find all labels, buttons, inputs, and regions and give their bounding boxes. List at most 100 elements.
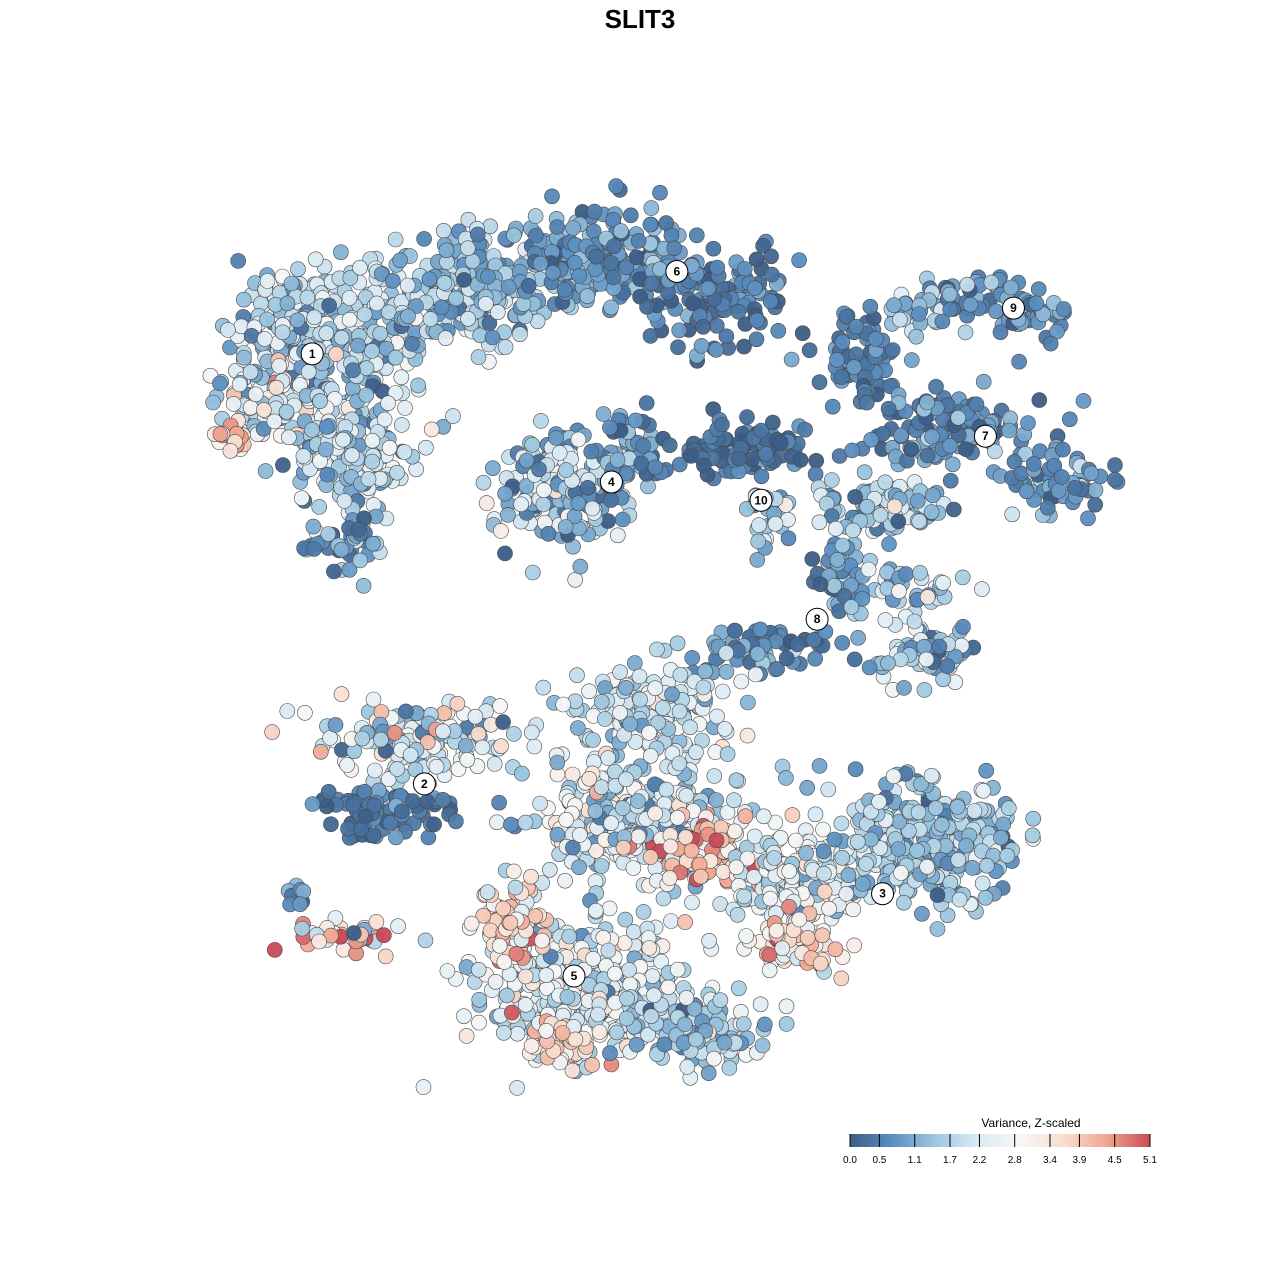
- cell-point: [807, 806, 824, 823]
- cell-point: [752, 996, 769, 1013]
- cell-point: [728, 772, 745, 789]
- cell-point: [517, 996, 534, 1013]
- legend-tick-label: 5.1: [1143, 1155, 1157, 1166]
- cluster-label-6: 6: [665, 260, 689, 283]
- cell-point: [377, 948, 394, 965]
- cell-point: [791, 252, 807, 269]
- cell-point: [804, 551, 821, 567]
- cell-point: [774, 940, 791, 957]
- cell-point: [333, 244, 349, 260]
- cell-point: [716, 721, 733, 737]
- cell-point: [486, 756, 503, 772]
- cell-point: [561, 928, 578, 945]
- cell-point: [417, 932, 434, 949]
- cell-point: [545, 264, 561, 281]
- cell-points: [202, 178, 1126, 1096]
- cell-point: [761, 962, 778, 979]
- cell-point: [350, 521, 367, 538]
- cell-point: [641, 724, 657, 741]
- cell-point: [766, 850, 783, 866]
- cell-point: [600, 942, 617, 959]
- cell-point: [415, 1079, 432, 1095]
- cell-point: [955, 618, 971, 635]
- cell-point: [268, 379, 285, 396]
- cell-point: [345, 925, 362, 941]
- cell-point: [509, 1025, 526, 1042]
- cell-point: [924, 487, 941, 504]
- cell-point: [289, 312, 306, 329]
- cell-point: [945, 501, 962, 518]
- cell-point: [549, 826, 566, 843]
- cell-point: [388, 829, 404, 846]
- cell-point: [435, 723, 451, 740]
- cell-point: [524, 564, 541, 581]
- cell-point: [311, 933, 327, 950]
- cell-point: [502, 914, 519, 931]
- cell-point: [436, 275, 453, 291]
- cell-point: [484, 460, 501, 477]
- cell-point: [850, 629, 866, 646]
- legend-tick-label: 0.5: [872, 1155, 886, 1166]
- cell-point: [669, 809, 686, 826]
- cell-point: [781, 898, 797, 915]
- cell-point: [380, 395, 396, 412]
- cell-point: [517, 968, 534, 985]
- cell-point: [524, 436, 541, 453]
- cell-point: [811, 374, 828, 391]
- legend-tick-label: 1.7: [943, 1155, 957, 1166]
- cell-point: [670, 339, 686, 356]
- legend-colorbar: [850, 1134, 1150, 1147]
- cell-point: [222, 339, 238, 356]
- cell-point: [1001, 422, 1018, 439]
- cell-point: [736, 261, 753, 277]
- cell-point: [639, 298, 655, 315]
- color-legend: Variance, Z-scaled 0.0 0.5 1.1 1.7 2.2 2.8 3.4…: [843, 1116, 1157, 1166]
- cell-point: [1107, 457, 1123, 473]
- cell-point: [916, 682, 933, 698]
- cell-point: [565, 220, 581, 236]
- cell-point: [684, 894, 700, 911]
- cell-point: [339, 757, 356, 773]
- cell-point: [708, 792, 725, 808]
- cluster-label-2: 2: [412, 772, 436, 796]
- cell-point: [886, 297, 902, 314]
- cell-point: [493, 523, 509, 539]
- cell-point: [603, 815, 619, 832]
- cell-point: [669, 961, 686, 978]
- cluster-label-text: 9: [1010, 301, 1017, 315]
- cell-point: [570, 431, 587, 448]
- cell-point: [554, 1025, 571, 1041]
- cell-point: [608, 178, 624, 194]
- cell-point: [559, 989, 576, 1005]
- cell-point: [716, 1034, 733, 1051]
- cell-point: [387, 349, 404, 366]
- cell-point: [630, 828, 647, 845]
- cell-point: [398, 703, 414, 720]
- cell-point: [420, 829, 437, 846]
- cell-point: [607, 965, 623, 982]
- cell-point: [433, 299, 450, 316]
- cell-point: [256, 331, 273, 347]
- cell-point: [928, 378, 944, 395]
- cell-point: [372, 325, 389, 342]
- cell-point: [719, 746, 736, 762]
- cell-point: [428, 758, 445, 775]
- cell-point: [477, 296, 494, 312]
- cell-point: [729, 906, 746, 923]
- cell-point: [792, 452, 809, 468]
- cell-point: [977, 889, 994, 906]
- cell-point: [492, 698, 508, 714]
- cell-point: [471, 991, 488, 1008]
- cell-point: [1004, 506, 1021, 523]
- cell-point: [768, 922, 785, 939]
- cell-point: [259, 311, 275, 328]
- cell-point: [992, 324, 1009, 341]
- cell-point: [532, 255, 549, 272]
- cell-point: [880, 400, 897, 417]
- cell-point: [628, 1036, 645, 1053]
- cell-point: [584, 500, 601, 517]
- cell-point: [612, 664, 628, 681]
- cell-point: [495, 714, 511, 730]
- cluster-label-text: 2: [421, 777, 428, 791]
